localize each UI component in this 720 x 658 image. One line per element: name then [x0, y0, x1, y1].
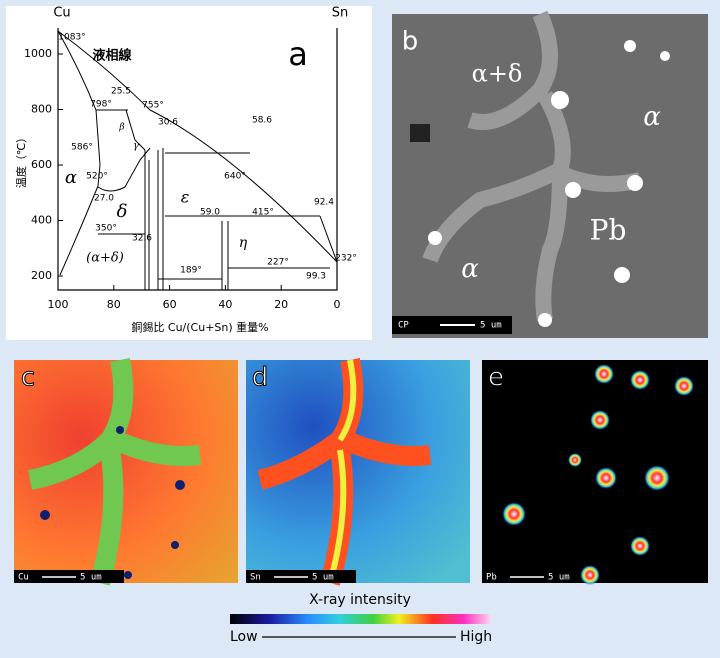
annotation: 32.6	[132, 234, 152, 244]
phase-label: η	[239, 235, 248, 251]
label: a	[288, 35, 308, 73]
annotation: 415°	[252, 208, 274, 218]
annotation: α+δ	[472, 60, 523, 88]
x-tick-label: 100	[48, 298, 69, 311]
colorbar-low: Low	[230, 629, 258, 645]
x-tick-label: 0	[334, 298, 341, 311]
element: Cu	[18, 573, 29, 583]
label: 銅錫比 Cu/(Cu+Sn) 重量%	[131, 320, 268, 334]
y-tick-label: 400	[31, 214, 52, 227]
phase-label: δ	[117, 201, 128, 222]
annotation: 30.6	[158, 118, 178, 128]
annotation: 350°	[95, 224, 117, 234]
colorbar	[230, 614, 490, 624]
annotation: α	[643, 102, 661, 132]
phase-label: β	[118, 123, 124, 133]
y-tick-label: 600	[31, 158, 52, 171]
annotation: 液相線	[92, 48, 132, 64]
annotation: 92.4	[314, 198, 334, 208]
scale-bar-label: 5 um	[548, 573, 570, 583]
colorbar-high: High	[460, 629, 492, 645]
y-tick-label: 800	[31, 103, 52, 116]
panel-c	[14, 358, 238, 586]
y-tick-label: 1000	[24, 47, 52, 60]
annotation: 798°	[90, 100, 112, 110]
panel-b	[392, 10, 708, 338]
x-tick-label: 20	[274, 298, 288, 311]
phase-diagram-lines	[57, 28, 338, 291]
y-axis-label: 温度（℃）	[14, 132, 28, 188]
x-tick-label: 80	[107, 298, 121, 311]
phase-label: ε	[181, 188, 190, 207]
scale-bar-label: 5 um	[312, 573, 334, 583]
annotation: 586°	[71, 143, 93, 153]
x-tick-label: 60	[163, 298, 177, 311]
panel-label: e	[488, 363, 504, 393]
annotation: 99.3	[306, 272, 326, 282]
scale-bar-label: 5 um	[80, 573, 102, 583]
annotation: 58.6	[252, 116, 272, 126]
label: Cu	[53, 6, 70, 21]
panel-e	[482, 360, 708, 585]
annotation: 189°	[180, 266, 202, 276]
phase-label: α	[65, 167, 77, 188]
annotation: 27.0	[94, 194, 114, 204]
annotation: 1083°	[58, 33, 85, 43]
panel-label: b	[402, 27, 419, 57]
annotation: Pb	[590, 214, 627, 247]
panel-label: c	[21, 363, 35, 393]
y-tick-label: 200	[31, 269, 52, 282]
annotation: 227°	[267, 258, 289, 268]
annotation: 755°	[142, 101, 164, 111]
detector: CP	[398, 321, 409, 331]
annotation: α	[461, 254, 479, 284]
annotation: 59.0	[200, 208, 220, 218]
phase-label: γ	[133, 141, 139, 152]
panel-a-bg	[6, 6, 372, 340]
annotation: 520°	[86, 172, 108, 182]
panel-label: d	[252, 363, 269, 393]
element: Sn	[250, 573, 261, 583]
phase-label: (α+δ)	[86, 251, 124, 266]
panel-d	[246, 358, 470, 586]
annotation: 25.5	[111, 87, 131, 97]
annotation: 232°	[335, 254, 357, 264]
colorbar-title: X-ray intensity	[309, 592, 411, 608]
label: Sn	[332, 6, 349, 21]
x-tick-label: 40	[218, 298, 232, 311]
annotation: 640°	[224, 172, 246, 182]
scale-bar: 5 um	[480, 321, 502, 331]
element: Pb	[486, 573, 497, 583]
